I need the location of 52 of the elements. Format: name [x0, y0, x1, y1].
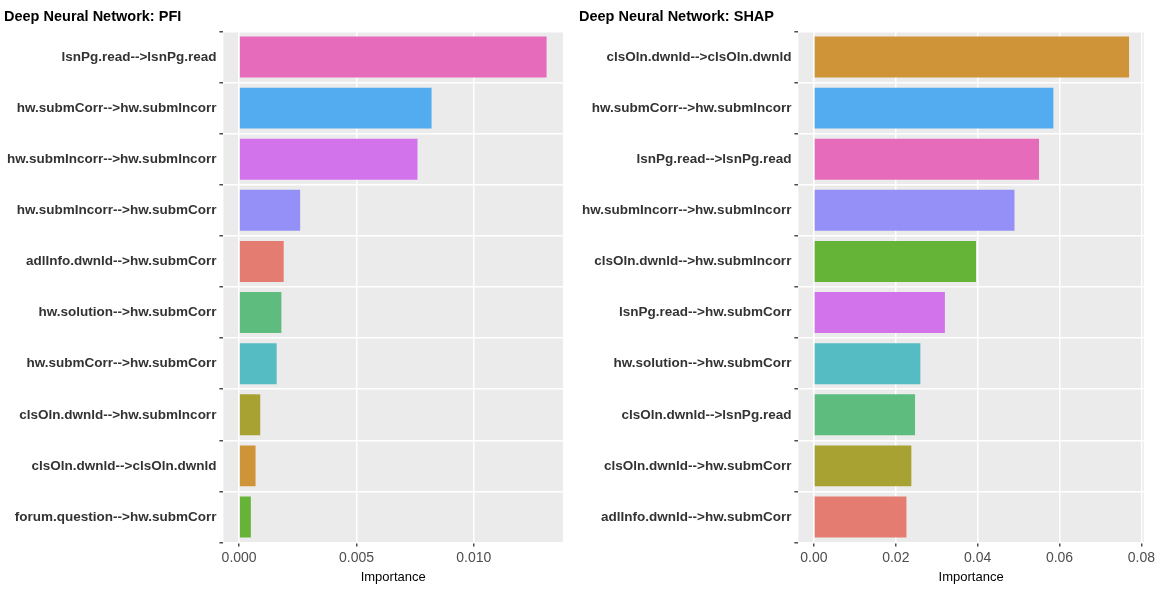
bar [239, 394, 261, 436]
x-tick-label: 0.010 [456, 548, 492, 565]
bar [814, 87, 1054, 129]
y-tick-label: clsOln.dwnld-->hw.submIncorr [594, 253, 793, 269]
bar [239, 87, 432, 129]
bar [814, 445, 912, 487]
bar [814, 496, 907, 538]
y-tick-label: hw.submIncorr-->hw.submIncorr [581, 202, 793, 218]
y-tick-label: lsnPg.read-->lsnPg.read [636, 150, 792, 166]
y-tick-label: hw.submCorr-->hw.submIncorr [591, 99, 793, 115]
bar [239, 240, 284, 282]
bar [814, 138, 1040, 180]
y-tick-label: clsOln.dwnld-->hw.submCorr [604, 457, 793, 473]
x-tick-label: 0.000 [221, 548, 257, 565]
x-tick-label: 0.02 [882, 548, 910, 565]
y-tick-label: clsOln.dwnld-->clsOln.dwnld [31, 457, 217, 473]
y-tick-label: adlInfo.dwnld-->hw.submCorr [601, 508, 793, 524]
bar [814, 292, 945, 334]
x-axis-title: Importance [938, 568, 1004, 584]
y-tick-label: hw.submCorr-->hw.submIncorr [16, 99, 218, 115]
text: Deep Neural Network: PFI [4, 7, 182, 24]
bar [239, 36, 547, 78]
bar [814, 394, 916, 436]
bar [814, 240, 977, 282]
x-tick-label: 0.00 [800, 548, 828, 565]
y-tick-label: hw.submIncorr-->hw.submIncorr [6, 150, 218, 166]
y-tick-label: hw.solution-->hw.submCorr [38, 304, 218, 320]
y-tick-label: hw.submIncorr-->hw.submCorr [16, 202, 218, 218]
y-tick-label: adlInfo.dwnld-->hw.submCorr [26, 253, 218, 269]
y-tick-label: clsOln.dwnld-->clsOln.dwnld [606, 48, 792, 64]
y-tick-label: clsOln.dwnld-->hw.submIncorr [19, 406, 218, 422]
bar [814, 189, 1015, 231]
x-tick-label: 0.005 [338, 548, 375, 565]
bar [814, 343, 921, 385]
x-tick-label: 0.04 [964, 548, 992, 565]
bar [814, 36, 1130, 78]
y-tick-label: hw.submCorr-->hw.submCorr [26, 355, 218, 371]
y-tick-label: hw.solution-->hw.submCorr [613, 355, 793, 371]
y-tick-label: forum.question-->hw.submCorr [14, 508, 218, 524]
x-axis-title: Importance [360, 568, 426, 584]
y-tick-label: lsnPg.read-->hw.submCorr [618, 304, 793, 320]
bar [239, 292, 282, 334]
y-tick-label: lsnPg.read-->lsnPg.read [61, 48, 217, 64]
bar [239, 189, 301, 231]
text: Deep Neural Network: SHAP [579, 7, 775, 24]
bar [239, 496, 251, 538]
x-tick-label: 0.08 [1127, 548, 1156, 565]
bar [239, 138, 418, 180]
y-tick-label: clsOln.dwnld-->lsnPg.read [621, 406, 792, 422]
x-tick-label: 0.06 [1045, 548, 1074, 565]
bar [239, 343, 277, 385]
bar [239, 445, 256, 487]
